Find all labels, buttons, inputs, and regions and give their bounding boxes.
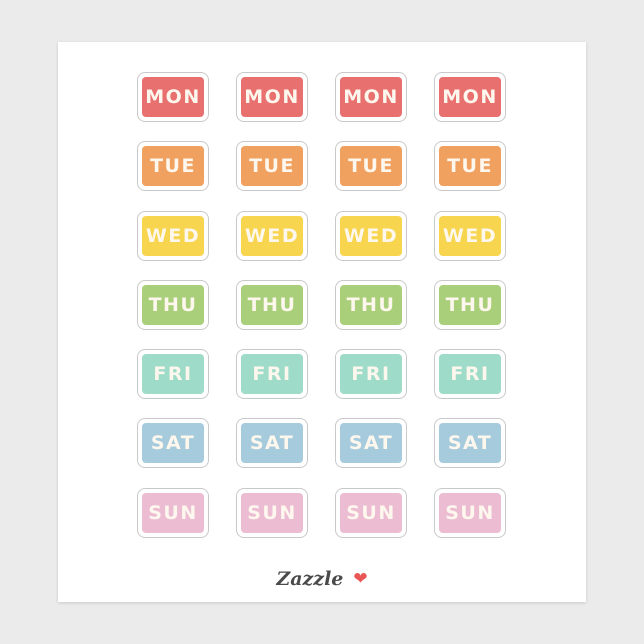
sticker-label: FRI <box>142 354 204 395</box>
sticker-label: SAT <box>142 423 204 464</box>
sticker-label: SUN <box>142 492 204 533</box>
sticker-sun: SUN <box>335 487 407 538</box>
sticker-tue: TUE <box>236 141 308 192</box>
sticker-fri: FRI <box>236 349 308 400</box>
sticker-thu: THU <box>236 279 308 330</box>
sticker-label: THU <box>142 284 204 325</box>
sticker-label: TUE <box>241 146 303 187</box>
sticker-label: SAT <box>241 423 303 464</box>
sticker-sat: SAT <box>434 418 506 469</box>
sticker-thu: THU <box>335 279 407 330</box>
sticker-sun: SUN <box>434 487 506 538</box>
sticker-label: WED <box>439 215 501 256</box>
sticker-label: THU <box>241 284 303 325</box>
sticker-sat: SAT <box>137 418 209 469</box>
sticker-thu: THU <box>434 279 506 330</box>
sticker-sun: SUN <box>137 487 209 538</box>
sticker-sheet: MON MON MON MON TUE TUE TUE TUE WED WED WED WED THU T… <box>58 42 586 602</box>
heart-icon: ❤ <box>353 569 368 589</box>
sticker-label: SAT <box>439 423 501 464</box>
sticker-label: FRI <box>340 354 402 395</box>
sticker-label: TUE <box>439 146 501 187</box>
sticker-tue: TUE <box>335 141 407 192</box>
sticker-mon: MON <box>236 72 308 122</box>
sticker-thu: THU <box>137 279 209 330</box>
sticker-label: FRI <box>241 354 303 395</box>
sticker-grid: MON MON MON MON TUE TUE TUE TUE WED WED WED WED THU T… <box>137 72 506 538</box>
sticker-label: WED <box>340 215 402 256</box>
sticker-label: WED <box>241 215 303 256</box>
sticker-fri: FRI <box>335 349 407 400</box>
sticker-label: SUN <box>340 492 402 533</box>
sticker-mon: MON <box>137 72 209 122</box>
sticker-wed: WED <box>236 210 308 261</box>
sticker-label: FRI <box>439 354 501 395</box>
sticker-fri: FRI <box>434 349 506 400</box>
sticker-sat: SAT <box>335 418 407 469</box>
sticker-label: SUN <box>241 492 303 533</box>
sticker-label: SAT <box>340 423 402 464</box>
sticker-tue: TUE <box>137 141 209 192</box>
sticker-mon: MON <box>434 72 506 122</box>
sticker-label: THU <box>340 284 402 325</box>
sticker-label: WED <box>142 215 204 256</box>
sticker-mon: MON <box>335 72 407 122</box>
zazzle-logo: Zazzle <box>276 568 344 590</box>
sticker-label: TUE <box>340 146 402 187</box>
sticker-label: MON <box>340 77 402 117</box>
sticker-wed: WED <box>434 210 506 261</box>
sticker-sat: SAT <box>236 418 308 469</box>
brand-footer: Zazzle ❤ <box>58 568 586 590</box>
sticker-label: MON <box>142 77 204 117</box>
sticker-label: TUE <box>142 146 204 187</box>
sticker-label: MON <box>241 77 303 117</box>
sticker-label: MON <box>439 77 501 117</box>
sticker-wed: WED <box>335 210 407 261</box>
sticker-sun: SUN <box>236 487 308 538</box>
sticker-fri: FRI <box>137 349 209 400</box>
sticker-label: SUN <box>439 492 501 533</box>
sticker-label: THU <box>439 284 501 325</box>
sticker-wed: WED <box>137 210 209 261</box>
sticker-tue: TUE <box>434 141 506 192</box>
